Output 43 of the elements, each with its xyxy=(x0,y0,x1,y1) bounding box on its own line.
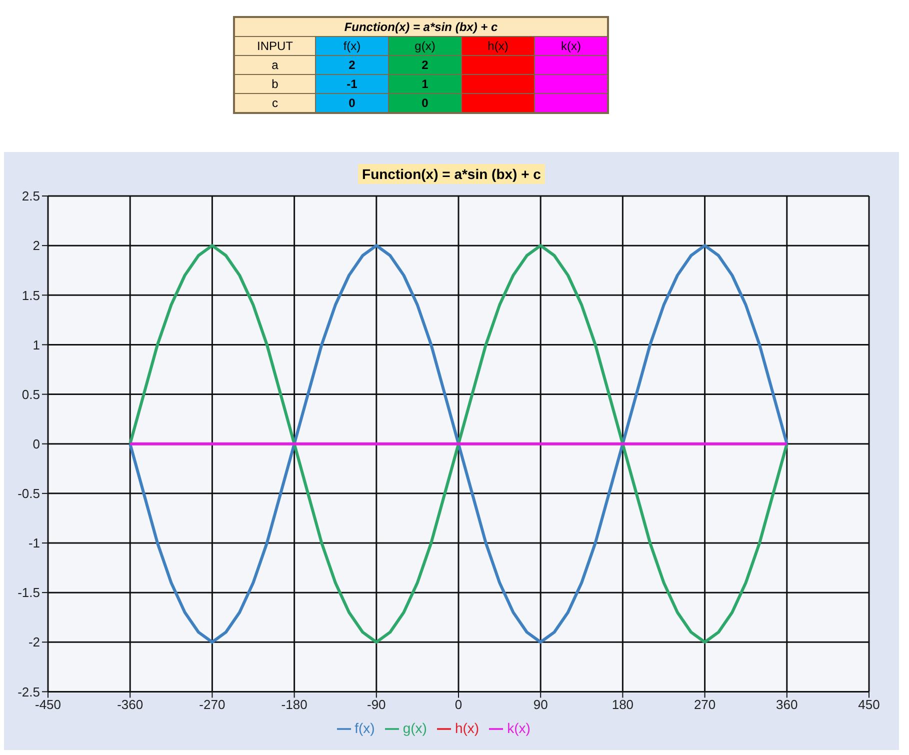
y-tick-label: -1.5 xyxy=(18,585,40,600)
x-tick-label: k(x) xyxy=(534,36,608,56)
y-tick-label: -2 xyxy=(28,634,40,650)
y-tick-label: 2 xyxy=(32,238,40,254)
x-tick-label: g(x) xyxy=(388,36,462,56)
data-label: 0 xyxy=(388,94,462,113)
y-tick-label: -2.5 xyxy=(18,684,40,700)
legend-label: k(x) xyxy=(507,720,530,736)
y-tick-label: -1 xyxy=(28,536,40,551)
y-tick-label: 0 xyxy=(32,436,40,452)
x-tick-label: 180 xyxy=(612,696,634,712)
data-label: 2 xyxy=(388,56,462,74)
data-label: 1 xyxy=(388,74,462,94)
legend-label: h(x) xyxy=(454,720,480,736)
x-tick-label: 0 xyxy=(454,696,462,712)
x-tick-label: h(x) xyxy=(462,36,534,56)
y-tick-label: 2.5 xyxy=(22,188,40,204)
y-axis-title: INPUT xyxy=(234,36,316,56)
x-tick-label: f(x) xyxy=(316,36,388,56)
data-label: -1 xyxy=(316,74,388,94)
x-tick-label: 270 xyxy=(694,696,716,712)
y-tick-label: 1 xyxy=(32,337,40,352)
x-tick-label: 90 xyxy=(533,696,548,712)
legend-label: g(x) xyxy=(402,720,427,736)
x-tick-label: -180 xyxy=(281,696,308,712)
chart-title: Function(x) = a*sin (bx) + c xyxy=(358,164,545,184)
x-tick-label: -90 xyxy=(367,696,386,712)
y-tick-label: b xyxy=(234,74,316,94)
x-tick-label: 450 xyxy=(858,696,880,712)
y-tick-label: 1.5 xyxy=(22,288,40,303)
y-tick-label: c xyxy=(234,94,316,113)
y-tick-label: a xyxy=(234,56,316,74)
data-label: 2 xyxy=(316,56,388,74)
y-tick-label: 0.5 xyxy=(22,386,40,402)
line-series xyxy=(128,244,788,644)
legend-label: f(x) xyxy=(354,720,375,736)
x-tick-label: -270 xyxy=(199,696,226,712)
chart-title: Function(x) = a*sin (bx) + c xyxy=(234,17,608,36)
data-label: 0 xyxy=(316,94,388,113)
x-tick-label: 360 xyxy=(776,696,798,712)
x-tick-label: -450 xyxy=(34,696,62,712)
y-tick-label: -0.5 xyxy=(18,486,40,502)
x-tick-label: -360 xyxy=(117,696,144,712)
